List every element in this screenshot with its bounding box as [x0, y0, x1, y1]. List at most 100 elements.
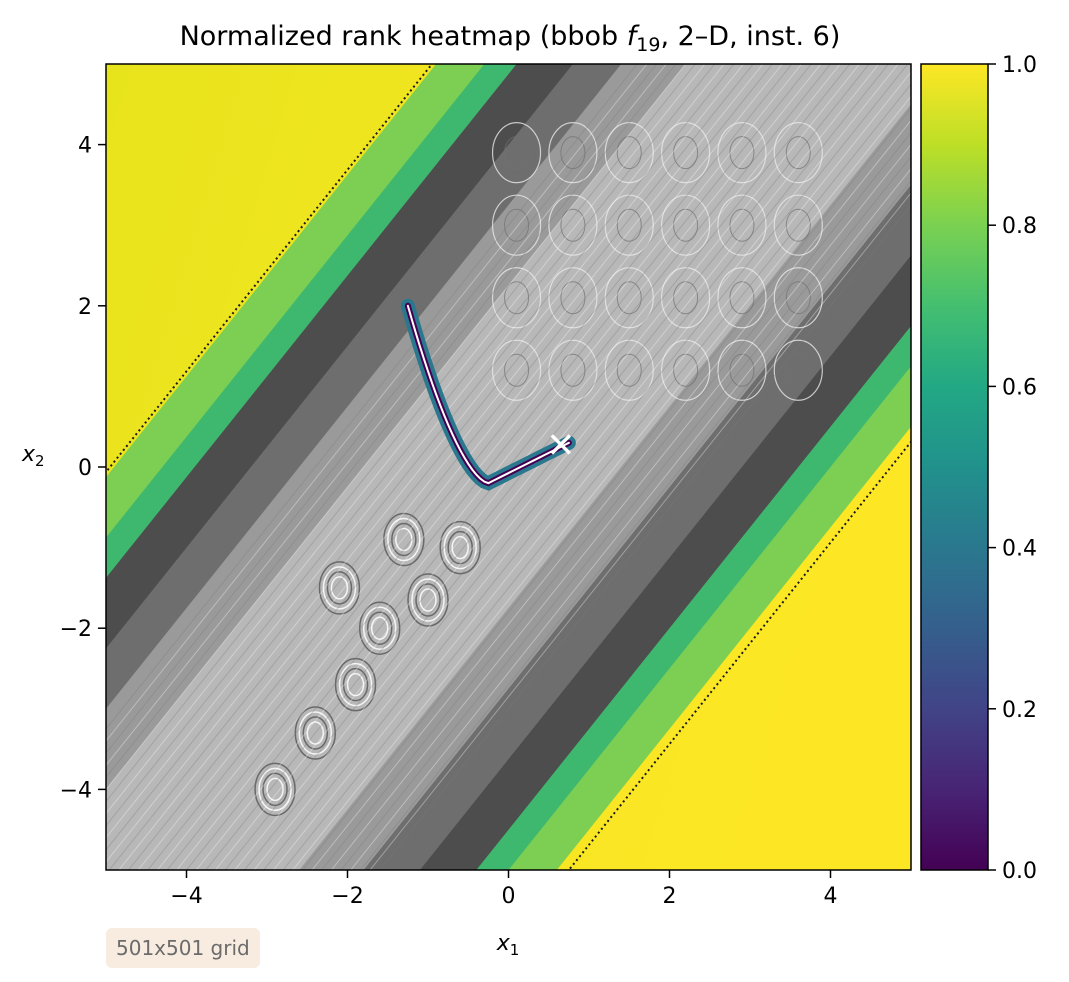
colorbar	[920, 63, 989, 871]
y-tick-label: −2	[60, 617, 92, 642]
x-tick-label: 4	[824, 884, 838, 909]
scallop-inner	[616, 208, 642, 242]
x-tick-label: −4	[170, 884, 202, 909]
scallop	[604, 267, 654, 329]
scallop-inner	[785, 353, 811, 387]
x-tick-label: 0	[502, 884, 516, 909]
streak	[253, 64, 899, 870]
streak	[340, 155, 911, 870]
scallop	[660, 339, 711, 401]
ring	[322, 566, 357, 610]
scallop	[660, 194, 711, 256]
scallop	[660, 122, 711, 184]
scallop-inner	[560, 353, 586, 387]
scallop	[548, 267, 598, 329]
ring	[391, 522, 417, 557]
scallop	[548, 339, 598, 401]
ring	[370, 616, 389, 640]
ring	[330, 576, 349, 600]
colorbar-tick-label: 0.8	[1002, 214, 1037, 239]
ring	[395, 527, 413, 552]
scallop	[548, 194, 598, 256]
streak	[106, 64, 735, 851]
ring	[334, 657, 377, 712]
ring	[258, 767, 292, 812]
streak	[118, 64, 764, 870]
scallop	[773, 122, 823, 184]
streak	[127, 64, 774, 870]
marker-stroke	[550, 434, 572, 455]
ring	[326, 571, 353, 605]
scallop-inner	[616, 136, 642, 170]
scallop-inner	[504, 208, 530, 242]
scallop-inner	[560, 208, 586, 242]
streak	[106, 64, 745, 863]
streak	[301, 107, 911, 870]
scallop	[717, 267, 767, 329]
scallop-inner	[673, 208, 699, 242]
scallop	[604, 339, 654, 401]
scallop	[491, 267, 542, 329]
ring	[266, 777, 284, 802]
title-suffix: , 2–D, inst. 6)	[660, 21, 840, 52]
streak	[243, 64, 890, 870]
x-tick-label: −2	[331, 884, 363, 909]
ring	[318, 561, 361, 615]
scallop	[491, 122, 542, 184]
x-axis-ticks: −4 −2 0 2 4	[170, 870, 838, 909]
ring	[302, 716, 329, 750]
ring	[262, 772, 288, 807]
scallop-inner	[785, 136, 811, 170]
scallop-inner	[729, 281, 755, 315]
title-func-sub: 19	[636, 34, 660, 56]
streak	[292, 95, 911, 870]
scallop	[491, 194, 542, 256]
colorbar-tick-label: 0.4	[1002, 537, 1037, 562]
ring	[383, 512, 425, 567]
y-axis-ticks: −4 −2 0 2 4	[60, 134, 106, 803]
ring	[306, 721, 325, 745]
streak	[311, 119, 911, 870]
streak	[369, 192, 911, 870]
streak	[106, 64, 696, 803]
ring	[338, 662, 373, 707]
heatmap-area	[106, 64, 911, 870]
scallop-inner	[560, 136, 586, 170]
ring	[451, 535, 469, 560]
scallop	[604, 194, 654, 256]
streak	[350, 167, 911, 870]
chart-title: Normalized rank heatmap (bbob f19, 2–D, …	[180, 21, 841, 56]
y-axis-label: x2	[21, 442, 45, 470]
ring	[411, 578, 445, 622]
colorbar-ticks: 0.0 0.2 0.4 0.6 0.8 1.0	[988, 53, 1037, 884]
scallop-inner	[729, 353, 755, 387]
streak	[214, 64, 861, 870]
streak	[321, 131, 911, 870]
scallop-inner	[504, 353, 530, 387]
scallop-inner	[560, 281, 586, 315]
streak	[272, 71, 911, 870]
streak	[106, 64, 638, 730]
scallop	[491, 339, 542, 401]
scallop-inner	[729, 208, 755, 242]
colorbar-tick-label: 0.2	[1002, 698, 1037, 723]
optimum-marker	[550, 434, 572, 455]
band-edge-dots	[106, 64, 434, 474]
title-prefix: Normalized rank heatmap (bbob	[180, 21, 627, 52]
x-axis-label: x1	[496, 931, 520, 959]
streak	[106, 64, 658, 754]
ring	[407, 573, 449, 627]
x-tick-label: 2	[663, 884, 677, 909]
scallop	[717, 339, 767, 401]
band-edge-dots	[567, 440, 911, 870]
scallop	[773, 339, 823, 401]
grid-size-note: 501x501 grid	[106, 928, 260, 968]
scallop	[548, 122, 598, 184]
streak	[176, 64, 822, 870]
scallop	[717, 122, 767, 184]
ring	[447, 530, 473, 565]
heatmap-valley	[400, 298, 576, 491]
scallop	[660, 267, 711, 329]
streak	[137, 64, 783, 870]
